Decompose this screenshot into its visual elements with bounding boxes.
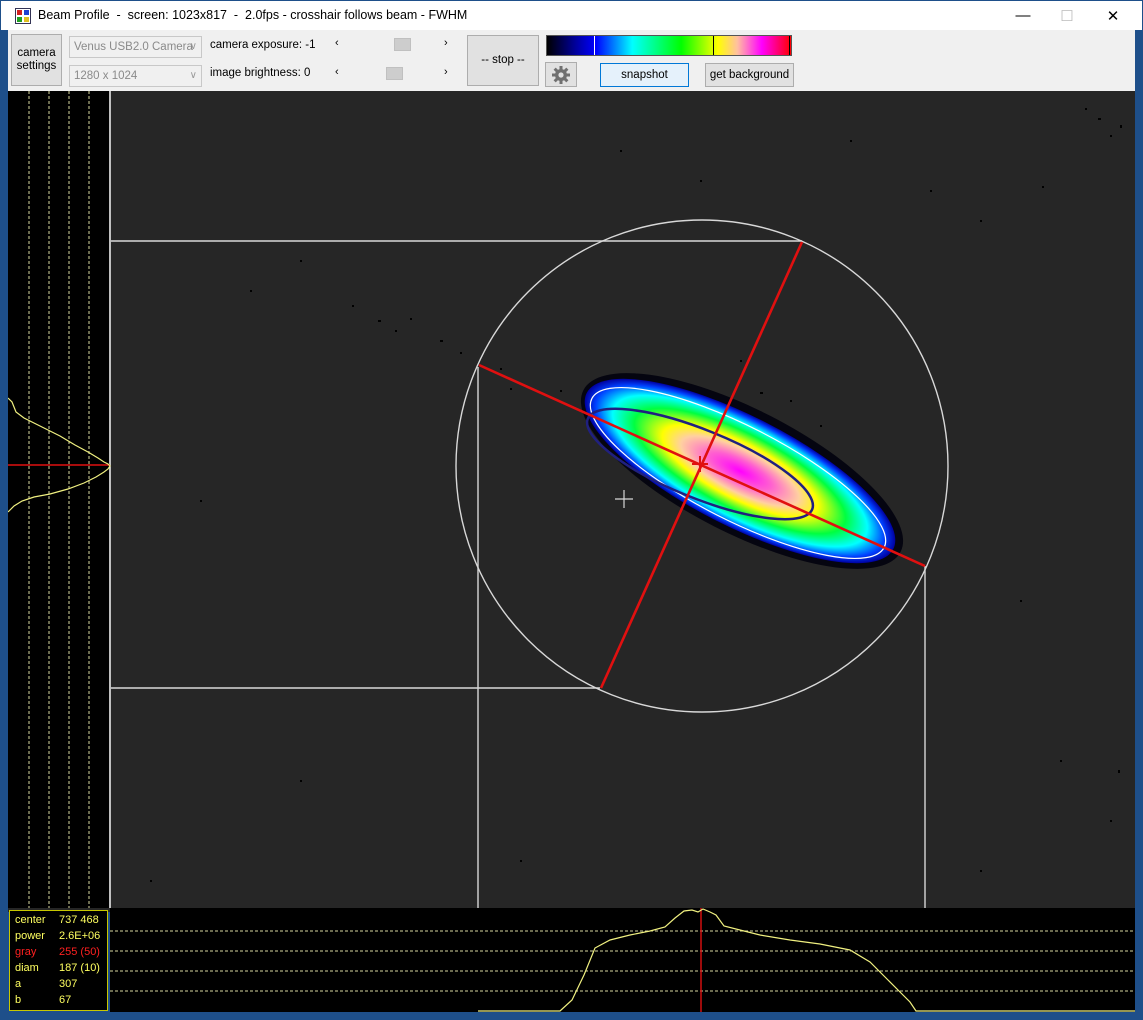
brightness-slider[interactable]: ‹ › — [331, 66, 456, 82]
slider-right-arrow-icon[interactable]: › — [444, 37, 448, 49]
beam-image-area[interactable] — [8, 91, 1135, 912]
roi-box — [111, 240, 926, 908]
exposure-slider[interactable]: ‹ › — [331, 37, 456, 53]
info-row-center: center 737 468 — [15, 914, 99, 930]
slider-right-arrow-icon[interactable]: › — [444, 66, 448, 78]
measurement-info-box: center 737 468 power 2.6E+06 gray 255 (5… — [9, 910, 108, 1011]
profile-gridlines — [110, 930, 1135, 992]
info-value: 2.6E+06 — [59, 930, 101, 942]
settings-button[interactable] — [545, 62, 577, 87]
info-value: 737 468 — [59, 914, 99, 926]
camera-select[interactable]: Venus USB2.0 Camera ∨ — [69, 36, 202, 58]
info-row-gray: gray 255 (50) — [15, 946, 100, 962]
info-value: 67 — [59, 994, 72, 1006]
image-center-cross — [615, 490, 633, 508]
color-scale-marker — [789, 36, 790, 55]
profile-gridlines — [28, 91, 90, 908]
info-key: power — [15, 930, 45, 942]
chevron-down-icon: ∨ — [189, 40, 197, 52]
info-row-a: a 307 — [15, 978, 77, 994]
snapshot-button[interactable]: snapshot — [600, 63, 689, 87]
slider-left-arrow-icon[interactable]: ‹ — [335, 66, 339, 78]
info-value: 307 — [59, 978, 78, 990]
horizontal-profile — [110, 908, 1135, 1012]
chevron-down-icon: ∨ — [189, 69, 197, 81]
gear-icon — [552, 65, 570, 84]
color-scale-marker — [594, 36, 595, 55]
title-bar: Beam Profile - screen: 1023x817 - 2.0fps… — [1, 1, 1142, 30]
exposure-label: camera exposure: -1 — [210, 39, 316, 51]
info-key: center — [15, 914, 46, 926]
diameter-circle — [455, 219, 949, 713]
camera-settings-button[interactable]: camera settings — [11, 34, 62, 86]
resolution-select[interactable]: 1280 x 1024 ∨ — [69, 65, 202, 87]
stop-button[interactable]: -- stop -- — [467, 35, 539, 86]
minimize-button[interactable]: — — [1015, 7, 1031, 24]
horizontal-profile-curve — [478, 908, 1135, 1012]
info-row-power: power 2.6E+06 — [15, 930, 100, 946]
info-row-diam: diam 187 (10) — [15, 962, 100, 978]
resolution-select-value: 1280 x 1024 — [74, 70, 138, 82]
beam-image[interactable] — [8, 91, 1135, 908]
info-key: b — [15, 994, 22, 1006]
brightness-label: image brightness: 0 — [210, 67, 311, 79]
get-background-button[interactable]: get background — [705, 63, 794, 87]
color-scale-marker — [713, 36, 714, 55]
info-key: diam — [15, 962, 39, 974]
info-row-b: b 67 — [15, 994, 71, 1010]
exposure-slider-thumb[interactable] — [394, 38, 412, 51]
brightness-slider-thumb[interactable] — [386, 67, 403, 80]
vertical-profile — [8, 91, 111, 908]
camera-select-value: Venus USB2.0 Camera — [74, 41, 193, 53]
app-icon — [15, 8, 31, 24]
horizontal-profile-panel — [110, 908, 1135, 1012]
center-crosshair — [692, 456, 708, 472]
close-button[interactable]: ✕ — [1106, 7, 1120, 25]
window-title: Beam Profile - screen: 1023x817 - 2.0fps… — [38, 8, 468, 22]
vertical-profile-curve — [8, 397, 111, 513]
info-value: 187 (10) — [59, 962, 100, 974]
info-key: a — [15, 978, 22, 990]
color-scale-bar — [546, 35, 792, 56]
maximize-button[interactable]: ☐ — [1060, 7, 1074, 25]
info-key: gray — [15, 946, 37, 958]
slider-left-arrow-icon[interactable]: ‹ — [335, 37, 339, 49]
info-value: 255 (50) — [59, 946, 100, 958]
image-noise — [150, 108, 1122, 882]
